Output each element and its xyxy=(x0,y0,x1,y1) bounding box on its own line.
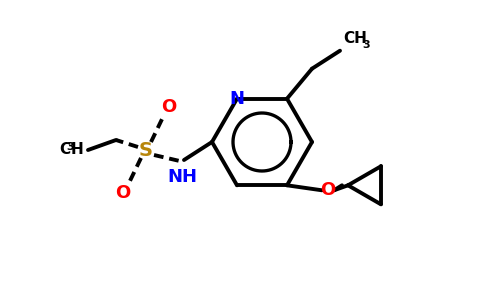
Text: O: O xyxy=(161,98,177,116)
Text: S: S xyxy=(139,140,153,160)
Text: CH: CH xyxy=(343,31,367,46)
Text: 3: 3 xyxy=(66,142,74,152)
Text: C: C xyxy=(59,142,70,158)
Text: N: N xyxy=(229,90,244,108)
Text: H: H xyxy=(70,142,83,158)
Text: O: O xyxy=(320,181,335,199)
Text: NH: NH xyxy=(167,168,197,186)
Text: 3: 3 xyxy=(362,40,370,50)
Text: O: O xyxy=(115,184,131,202)
